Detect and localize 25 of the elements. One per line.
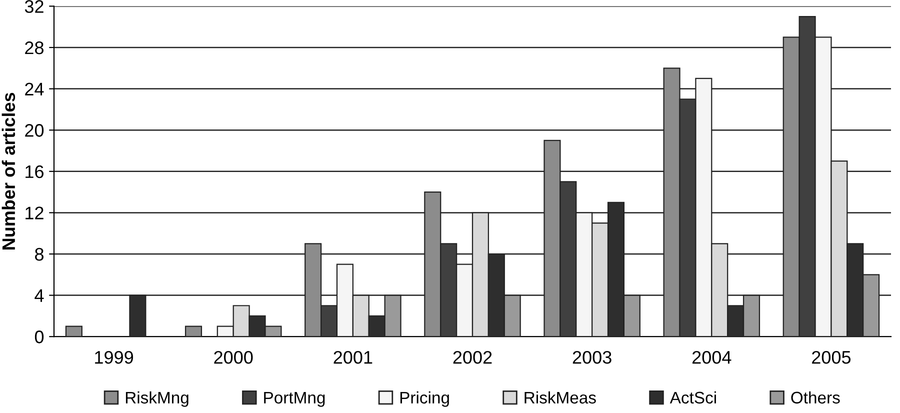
y-tick-label: 32 xyxy=(24,0,44,13)
y-tick-label: 20 xyxy=(25,124,44,137)
y-tick-label: 8 xyxy=(35,248,44,261)
legend-label: Others xyxy=(791,391,840,404)
legend-label: ActSci xyxy=(670,391,716,404)
y-tick-label: 12 xyxy=(26,206,44,220)
bar xyxy=(65,326,82,337)
y-axis-title: Number of articles xyxy=(2,92,16,250)
legend-label: Pricing xyxy=(400,391,449,407)
x-tick-label: 2005 xyxy=(812,350,851,364)
legend-label: PortMng xyxy=(264,392,325,407)
x-tick-label: 2002 xyxy=(453,350,492,364)
bar xyxy=(184,326,202,337)
y-tick-label: 24 xyxy=(25,82,44,96)
y-tick-label: 0 xyxy=(34,330,44,344)
x-tick-label: 2000 xyxy=(214,350,253,364)
y-tick-label: 28 xyxy=(25,41,44,54)
y-tick-label: 4 xyxy=(34,289,44,302)
x-tick-label: 2004 xyxy=(692,350,732,364)
legend-label: RiskMeas xyxy=(524,391,596,404)
legend-label: RiskMng xyxy=(126,391,188,407)
x-tick-label: 2003 xyxy=(572,350,612,364)
y-tick-label: 16 xyxy=(26,165,44,178)
x-tick-label: 2001 xyxy=(334,350,372,364)
x-tick-label: 1999 xyxy=(95,350,134,364)
